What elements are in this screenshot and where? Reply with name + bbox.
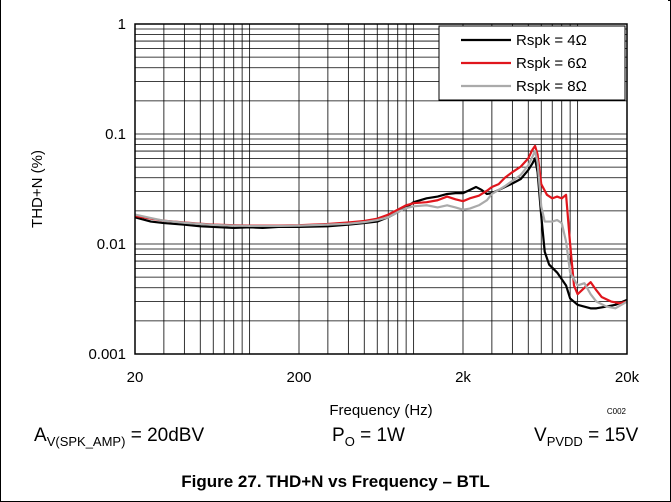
y-tick-label: 0.1 [105,126,126,143]
series-line-3 [134,149,628,310]
plot-area-border [134,23,628,355]
y-tick-label: 1 [118,16,126,33]
x-tick-label: 20k [615,369,640,386]
y-tick-label: 0.01 [97,236,126,253]
figure-caption: Figure 27. THD+N vs Frequency – BTL [181,472,490,491]
output-power-condition: PO = 1W [332,425,405,449]
chart-code-label: C002 [607,407,627,416]
frame-top-gap [1,0,668,7]
x-tick-label: 20 [127,369,144,386]
y-tick-label: 0.001 [88,346,126,363]
series-line-1 [134,157,628,310]
gain-condition: AV(SPK_AMP) = 20dBV [34,425,205,449]
x-tick-label: 2k [455,369,471,386]
supply-voltage-condition: VPVDD = 15V [534,425,639,449]
legend-label-2: Rspk = 6Ω [516,55,587,72]
legend-label-1: Rspk = 4Ω [516,32,587,49]
x-tick-label: 200 [286,369,311,386]
y-axis-label: THD+N (%) [29,150,46,228]
legend-label-3: Rspk = 8Ω [516,78,587,95]
x-axis-label: Frequency (Hz) [329,402,432,419]
